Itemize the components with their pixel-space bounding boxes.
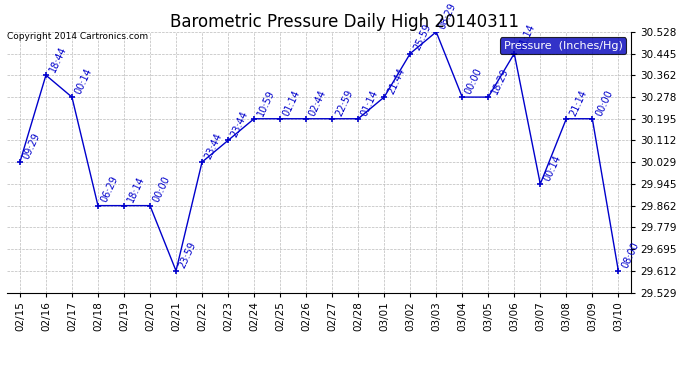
Text: 25:59: 25:59 [411, 22, 433, 52]
Text: 23:44: 23:44 [230, 110, 250, 139]
Text: 00:14: 00:14 [73, 66, 94, 96]
Text: 18:44: 18:44 [48, 44, 68, 74]
Text: 18:29: 18:29 [490, 66, 511, 96]
Text: 00:00: 00:00 [151, 175, 172, 204]
Text: 06:29: 06:29 [99, 175, 120, 204]
Text: 01:14: 01:14 [359, 88, 380, 117]
Text: 08:00: 08:00 [620, 240, 640, 270]
Text: 09:29: 09:29 [21, 131, 42, 160]
Text: 22:59: 22:59 [333, 88, 355, 117]
Text: 23:44: 23:44 [204, 131, 224, 160]
Text: 08:29: 08:29 [437, 1, 458, 30]
Text: Barometric Pressure Daily High 20140311: Barometric Pressure Daily High 20140311 [170, 13, 520, 31]
Text: 18:14: 18:14 [126, 175, 146, 204]
Text: 21:14: 21:14 [568, 88, 589, 117]
Text: 10:59: 10:59 [255, 88, 276, 117]
Text: 01:14: 01:14 [282, 88, 302, 117]
Text: 23:59: 23:59 [177, 240, 198, 270]
Text: 00:14: 00:14 [542, 153, 562, 183]
Text: 01:14: 01:14 [515, 23, 536, 52]
Text: 02:44: 02:44 [308, 88, 328, 117]
Legend: Pressure  (Inches/Hg): Pressure (Inches/Hg) [500, 38, 626, 54]
Text: 21:44: 21:44 [386, 66, 406, 96]
Text: Copyright 2014 Cartronics.com: Copyright 2014 Cartronics.com [7, 32, 148, 41]
Text: 00:00: 00:00 [593, 88, 615, 117]
Text: 00:00: 00:00 [464, 66, 484, 96]
